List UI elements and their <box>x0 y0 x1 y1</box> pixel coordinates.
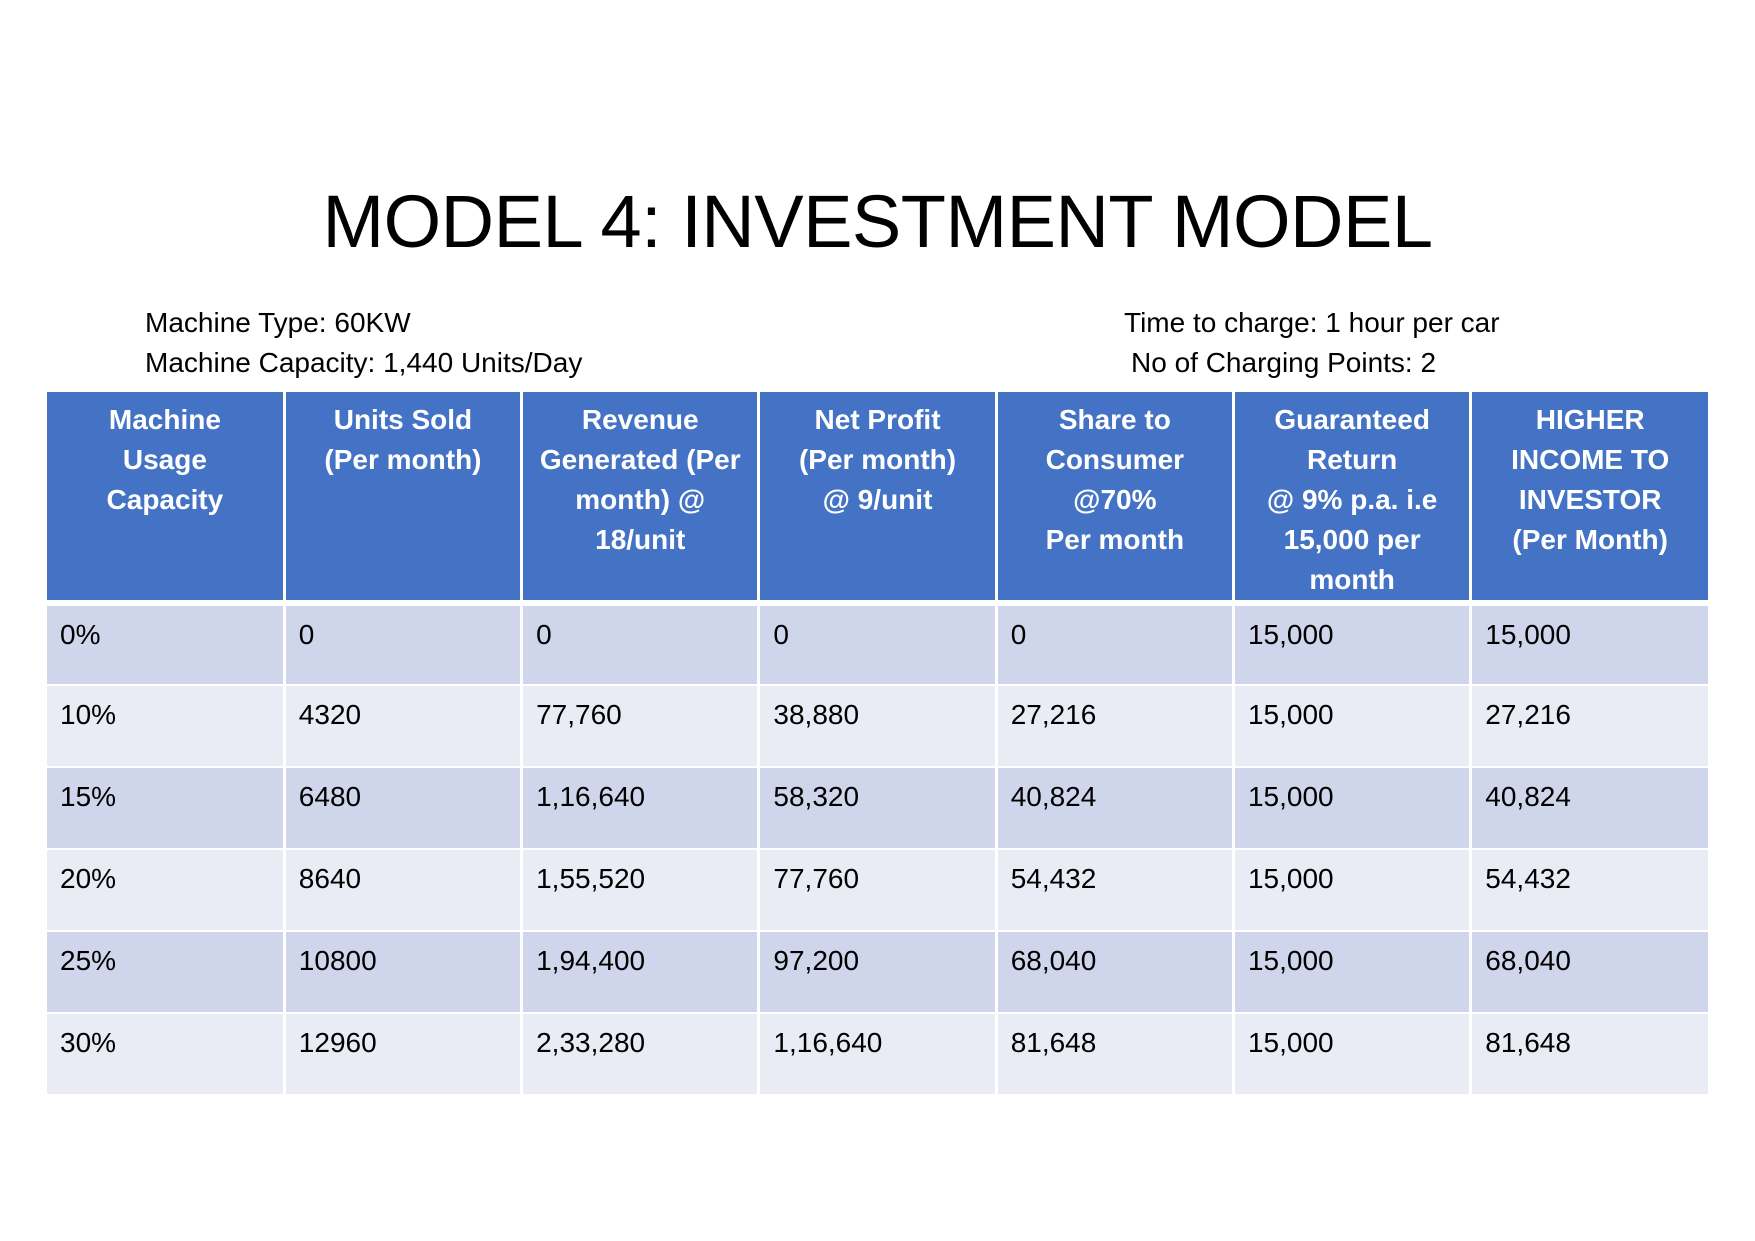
table-cell: 77,760 <box>758 849 998 932</box>
header-units-sold: Units Sold (Per month) <box>284 392 524 606</box>
table-row: 25% 10800 1,94,400 97,200 68,040 15,000 … <box>47 931 1709 1014</box>
table-cell: 40,824 <box>1470 767 1709 850</box>
table-cell: 25% <box>47 931 286 1014</box>
table-cell: 0 <box>758 603 998 686</box>
table-cell: 15,000 <box>1233 849 1473 932</box>
table-cell: 15,000 <box>1233 603 1473 686</box>
table-cell: 12960 <box>284 1013 524 1096</box>
header-label: Share to Consumer @70% Per month <box>1045 404 1185 555</box>
table-row: 20% 8640 1,55,520 77,760 54,432 15,000 5… <box>47 849 1709 932</box>
table-cell: 15,000 <box>1233 931 1473 1014</box>
time-to-charge-label: Time to charge: 1 hour per car <box>1124 307 1500 338</box>
machine-capacity-label: Machine Capacity: 1,440 Units/Day <box>145 347 583 378</box>
table-row: 10% 4320 77,760 38,880 27,216 15,000 27,… <box>47 685 1709 768</box>
table-cell: 68,040 <box>996 931 1235 1014</box>
table-body: 0% 0 0 0 0 15,000 15,000 10% 4320 77,760… <box>47 603 1709 1096</box>
table-cell: 20% <box>47 849 286 932</box>
table-cell: 15,000 <box>1233 767 1473 850</box>
table-cell: 27,216 <box>996 685 1235 768</box>
investment-table-container: Machine Usage Capacity Units Sold (Per m… <box>47 392 1709 1096</box>
table-cell: 1,94,400 <box>521 931 761 1014</box>
table-cell: 10% <box>47 685 286 768</box>
table-cell: 15% <box>47 767 286 850</box>
header-label: Machine Usage Capacity <box>106 404 224 515</box>
investment-table: Machine Usage Capacity Units Sold (Per m… <box>47 392 1709 1096</box>
header-revenue: Revenue Generated (Per month) @ 18/unit <box>521 392 761 606</box>
table-cell: 77,760 <box>521 685 761 768</box>
header-net-profit: Net Profit (Per month) @ 9/unit <box>758 392 998 606</box>
table-cell: 30% <box>47 1013 286 1096</box>
table-cell: 27,216 <box>1470 685 1709 768</box>
table-cell: 1,16,640 <box>758 1013 998 1096</box>
header-higher-income: HIGHER INCOME TO INVESTOR (Per Month) <box>1470 392 1709 606</box>
header-label: Net Profit (Per month) @ 9/unit <box>798 404 957 515</box>
table-cell: 0 <box>284 603 524 686</box>
table-cell: 40,824 <box>996 767 1235 850</box>
table-cell: 81,648 <box>996 1013 1235 1096</box>
machine-type-label: Machine Type: 60KW <box>145 307 411 338</box>
header-label: Units Sold (Per month) <box>324 404 482 475</box>
table-cell: 2,33,280 <box>521 1013 761 1096</box>
header-label: Revenue Generated (Per month) @ 18/unit <box>539 404 741 555</box>
table-header: Machine Usage Capacity Units Sold (Per m… <box>47 392 1709 606</box>
table-cell: 0 <box>996 603 1235 686</box>
table-row: 15% 6480 1,16,640 58,320 40,824 15,000 4… <box>47 767 1709 850</box>
table-cell: 15,000 <box>1470 603 1709 686</box>
table-cell: 4320 <box>284 685 524 768</box>
table-cell: 68,040 <box>1470 931 1709 1014</box>
table-cell: 0% <box>47 603 286 686</box>
table-cell: 54,432 <box>1470 849 1709 932</box>
table-cell: 1,55,520 <box>521 849 761 932</box>
table-cell: 10800 <box>284 931 524 1014</box>
table-row: 0% 0 0 0 0 15,000 15,000 <box>47 603 1709 686</box>
table-row: 30% 12960 2,33,280 1,16,640 81,648 15,00… <box>47 1013 1709 1096</box>
header-share-to-consumer: Share to Consumer @70% Per month <box>996 392 1235 606</box>
table-header-row: Machine Usage Capacity Units Sold (Per m… <box>47 392 1709 606</box>
table-cell: 6480 <box>284 767 524 850</box>
table-cell: 81,648 <box>1470 1013 1709 1096</box>
header-label: Guaranteed Return @ 9% p.a. i.e 15,000 p… <box>1266 404 1438 595</box>
table-cell: 54,432 <box>996 849 1235 932</box>
header-usage-capacity: Machine Usage Capacity <box>47 392 286 606</box>
table-cell: 8640 <box>284 849 524 932</box>
table-cell: 15,000 <box>1233 685 1473 768</box>
table-cell: 38,880 <box>758 685 998 768</box>
table-cell: 0 <box>521 603 761 686</box>
slide-title: MODEL 4: INVESTMENT MODEL <box>322 180 1433 263</box>
table-cell: 1,16,640 <box>521 767 761 850</box>
table-cell: 15,000 <box>1233 1013 1473 1096</box>
table-cell: 58,320 <box>758 767 998 850</box>
charging-points-label: No of Charging Points: 2 <box>1131 347 1437 378</box>
header-guaranteed-return: Guaranteed Return @ 9% p.a. i.e 15,000 p… <box>1233 392 1473 606</box>
header-label: HIGHER INCOME TO INVESTOR (Per Month) <box>1511 404 1670 555</box>
table-cell: 97,200 <box>758 931 998 1014</box>
